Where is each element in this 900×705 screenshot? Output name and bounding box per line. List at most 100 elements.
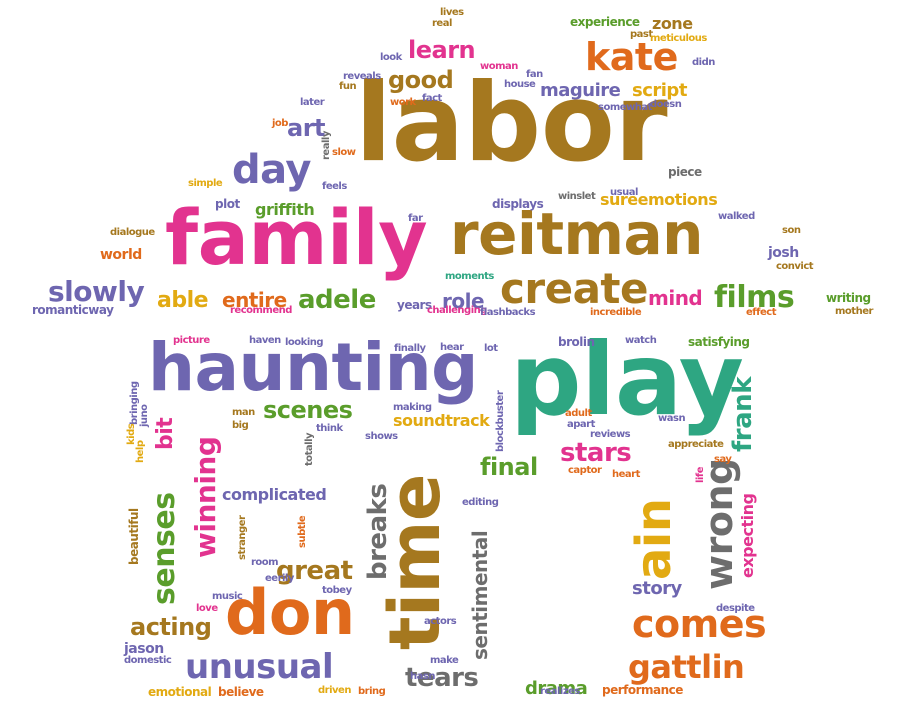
word-think: think (316, 423, 343, 434)
word-adele: adele (298, 285, 376, 315)
word-juno: juno (139, 404, 150, 427)
word-hear: hear (440, 342, 464, 353)
word-frank: frank (728, 377, 758, 452)
word-complicated: complicated (222, 485, 327, 504)
word-later: later (300, 97, 325, 108)
word-piece: piece (668, 165, 702, 179)
word-room: room (251, 557, 279, 568)
word-tears: tears (405, 663, 479, 693)
word-great: great (276, 556, 353, 586)
word-finally: finally (394, 343, 426, 354)
word-senses: senses (147, 492, 182, 605)
word-feels: feels (322, 181, 347, 192)
word-incredible: incredible (590, 307, 642, 318)
word-sureemotions: sureemotions (600, 190, 718, 209)
word-fun: fun (339, 81, 357, 92)
word-mother: mother (835, 306, 873, 317)
word-drama: drama (525, 678, 588, 699)
word-writing: writing (826, 291, 871, 305)
word-big: big (232, 420, 249, 431)
word-family: family (165, 193, 428, 282)
word-picture: picture (173, 335, 210, 346)
word-dialogue: dialogue (110, 227, 155, 238)
word-plot: plot (215, 197, 240, 211)
word-reviews: reviews (590, 429, 631, 440)
word-play: play (510, 321, 744, 438)
word-woman: woman (480, 61, 518, 72)
word-entire: entire (222, 288, 287, 312)
word-kate: kate (585, 35, 678, 79)
word-satisfying: satisfying (688, 335, 750, 349)
word-sentimental: sentimental (468, 530, 492, 660)
word-making: making (393, 402, 432, 413)
word-meticulous: meticulous (650, 33, 707, 44)
word-scenes: scenes (263, 396, 353, 424)
word-convict: convict (776, 261, 814, 272)
word-life: life (695, 467, 706, 483)
word-say: say (714, 454, 732, 465)
word-help: help (135, 440, 146, 464)
word-work: work (390, 97, 416, 108)
word-reitman: reitman (450, 200, 703, 268)
word-josh: josh (768, 245, 799, 261)
word-haven: haven (249, 335, 281, 346)
word-stars: stars (560, 438, 632, 468)
word-emotional: emotional (148, 685, 212, 699)
word-shows: shows (365, 431, 398, 442)
word-job: job (272, 118, 288, 129)
word-past: past (630, 29, 653, 40)
word-looking: looking (285, 337, 324, 348)
word-breaks: breaks (363, 483, 393, 580)
word-haunting: haunting (148, 329, 478, 406)
word-performance: performance (602, 683, 683, 697)
word-final: final (480, 453, 538, 481)
word-displays: displays (492, 197, 544, 211)
word-good: good (388, 66, 454, 94)
word-make: make (430, 655, 459, 666)
word-slow: slow (332, 147, 356, 158)
word-create: create (500, 264, 649, 313)
word-totally: totally (304, 432, 315, 466)
word-blockbuster: blockbuster (495, 390, 506, 452)
word-look: look (380, 52, 402, 63)
word-gattlin: gattlin (628, 648, 745, 686)
word-labor: labor (355, 61, 668, 186)
word-heart: heart (612, 469, 640, 480)
word-winning: winning (189, 436, 222, 558)
word-script: script (632, 80, 687, 101)
word-day: day (232, 147, 311, 193)
word-usual: usual (610, 187, 638, 198)
word-romanticway: romanticway (32, 303, 114, 317)
word-role: role (442, 289, 485, 313)
word-comes: comes (632, 602, 767, 646)
word-adult: adult (565, 408, 592, 419)
word-stranger: stranger (237, 515, 248, 560)
word-films: films (714, 280, 795, 315)
word-able: able (157, 288, 209, 313)
word-years: years (397, 298, 432, 312)
word-maguire: maguire (540, 80, 621, 101)
word-bring: bring (358, 686, 386, 697)
word-apart: apart (567, 419, 595, 430)
word-eerily: eerily (265, 573, 294, 584)
word-fact: fact (422, 93, 442, 104)
word-beautiful: beautiful (127, 508, 141, 565)
word-mind: mind (648, 286, 703, 310)
word-story: story (632, 578, 682, 599)
word-domestic: domestic (124, 655, 172, 666)
word-acting: acting (130, 613, 212, 641)
word-moments: moments (445, 271, 494, 282)
word-brolin: brolin (558, 335, 595, 349)
word-somewhat: somewhat (598, 102, 652, 113)
word-walked: walked (718, 211, 755, 222)
word-lives: lives (440, 7, 464, 18)
word-don: don (225, 576, 355, 649)
word-experience: experience (570, 15, 640, 29)
word-expecting: expecting (738, 493, 757, 578)
word-real: real (432, 18, 452, 29)
word-captor: captor (568, 465, 602, 476)
word-far: far (408, 213, 423, 224)
word-editing: editing (462, 497, 499, 508)
word-learn: learn (408, 36, 476, 64)
word-effect: effect (746, 307, 776, 318)
